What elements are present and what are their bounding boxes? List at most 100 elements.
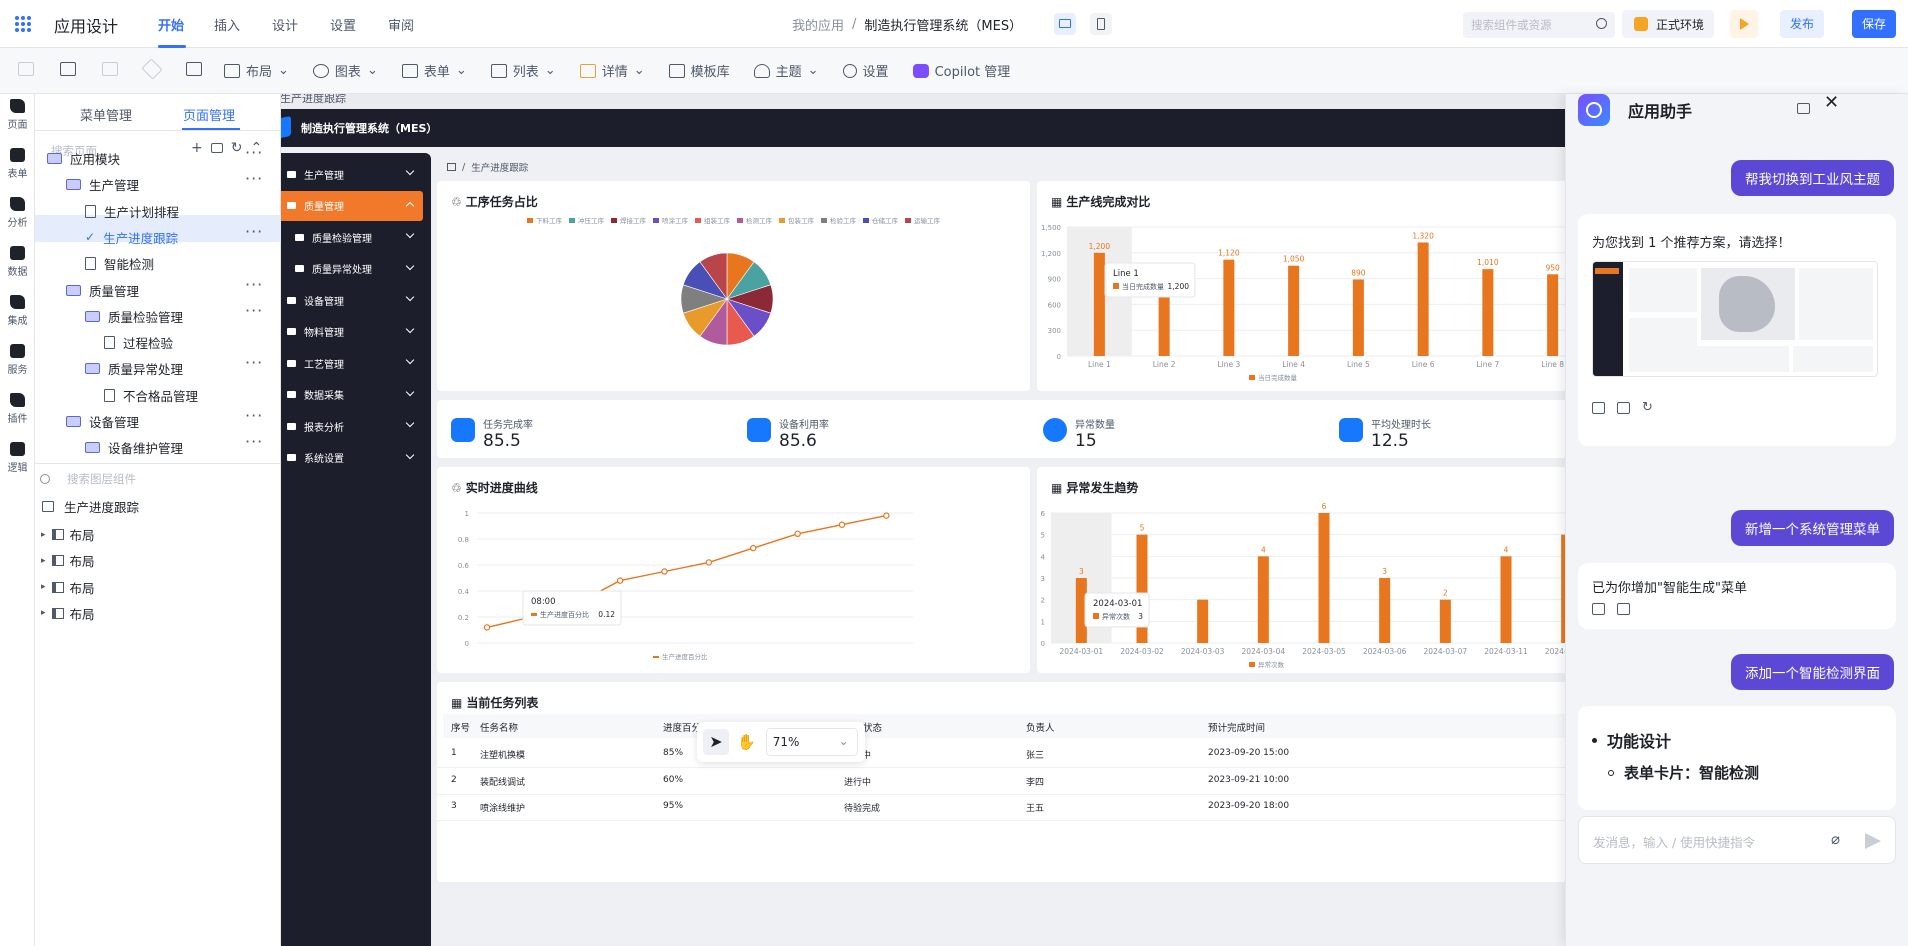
- toolbar-theme[interactable]: 主题 ⌄: [753, 61, 819, 80]
- tree-item[interactable]: ✓ 生产进度跟踪: [85, 228, 178, 247]
- copy-icon[interactable]: [18, 62, 34, 76]
- rail-item-4[interactable]: 集成: [0, 290, 35, 336]
- tree-item[interactable]: 应用模块: [47, 149, 120, 168]
- toolbar-layout[interactable]: 布局 ⌄: [224, 61, 289, 80]
- data-point[interactable]: [616, 577, 624, 584]
- bar[interactable]: [1439, 599, 1451, 643]
- design-canvas[interactable]: 生产进度跟踪 制造执行管理系统（MES） 生产管理 质量管理 质量检验管理 质量异常处…: [281, 94, 1565, 946]
- tab-start[interactable]: 开始: [158, 19, 185, 34]
- expand-icon[interactable]: ▸: [41, 608, 46, 619]
- bar[interactable]: [1482, 269, 1494, 356]
- line-chart[interactable]: 0 0.2 0.4 0.6 0.8 1 生产进度百分比 08:00 生产进度百分比 0.12: [437, 467, 1030, 673]
- line-compare-card[interactable]: ▦ 生产线完成对比 0 300 600 900 1,200 1,500 1,200 Line 1…: [1037, 181, 1565, 391]
- tree-item[interactable]: 智能检测: [85, 254, 154, 273]
- delete-icon[interactable]: [102, 62, 118, 76]
- thumb-up-icon[interactable]: [1592, 401, 1605, 414]
- pointer-tool-icon[interactable]: ➤: [703, 729, 729, 755]
- collapse-icon[interactable]: ⌃: [250, 140, 263, 156]
- pie-chart[interactable]: 下料工序 冲压工序 焊接工序 喷涂工序 组装工序 检测工序 包装工序 检验工序 仓储工序 运输工序: [437, 181, 1030, 391]
- add-folder-icon[interactable]: [210, 143, 223, 153]
- toolbar-chart[interactable]: 图表 ⌄: [312, 61, 378, 80]
- tree-item[interactable]: 设备管理: [66, 412, 139, 431]
- anomaly-card[interactable]: ▦ 异常发生趋势 0 1 2 3 4 5 6 3 2024-03-01 5 2024-03-02 202…: [1037, 467, 1565, 673]
- bar[interactable]: [1093, 252, 1105, 356]
- bar-chart-anomaly[interactable]: 0 1 2 3 4 5 6 3 2024-03-01 5 2024-03-02 2024-03-03 4…: [1037, 467, 1565, 673]
- tree-item[interactable]: 质量检验管理: [85, 307, 183, 326]
- zoom-select[interactable]: 71% ⌄: [765, 728, 858, 756]
- rail-item-3[interactable]: 数据: [0, 241, 35, 287]
- mes-page[interactable]: 制造执行管理系统（MES） 生产管理 质量管理 质量检验管理 质量异常处理 设备管理 物料…: [281, 109, 1565, 946]
- data-point[interactable]: [705, 559, 713, 566]
- tree-item[interactable]: 设备维护管理: [85, 438, 183, 457]
- regenerate-icon[interactable]: ↻: [1642, 400, 1653, 415]
- tab-design[interactable]: 设计: [272, 19, 299, 34]
- sidenav-item[interactable]: 质量管理: [281, 190, 423, 221]
- app-grid-icon[interactable]: [15, 16, 31, 32]
- bar[interactable]: [1136, 534, 1148, 643]
- layer-item[interactable]: ▸ 布局: [41, 604, 95, 623]
- sidenav-item[interactable]: 工艺管理: [281, 348, 423, 378]
- bar[interactable]: [1561, 534, 1565, 643]
- data-point[interactable]: [883, 512, 890, 519]
- rail-item-1[interactable]: 表单: [0, 143, 35, 189]
- thumb-up-icon[interactable]: [1592, 603, 1605, 615]
- search-input[interactable]: 搜索组件或资源: [1471, 18, 1552, 32]
- bar[interactable]: [1547, 274, 1559, 356]
- data-point[interactable]: [750, 544, 757, 552]
- refresh-icon[interactable]: ↻: [230, 140, 243, 156]
- expand-icon[interactable]: ▸: [41, 529, 46, 540]
- toolbar-copilot[interactable]: Copilot 管理: [912, 61, 1010, 80]
- tab-review[interactable]: 审阅: [388, 19, 415, 34]
- tab-insert[interactable]: 插入: [214, 19, 241, 34]
- tree-item[interactable]: 生产计划排程: [85, 202, 179, 221]
- more-icon[interactable]: ···: [245, 353, 264, 373]
- bar[interactable]: [1500, 556, 1512, 643]
- sidenav-item[interactable]: 质量检验管理: [281, 222, 423, 252]
- rail-item-7[interactable]: 逻辑: [0, 437, 35, 483]
- bar[interactable]: [1158, 270, 1170, 356]
- data-point[interactable]: [838, 521, 846, 528]
- sidenav-item[interactable]: 数据采集: [281, 380, 423, 410]
- more-icon[interactable]: ···: [245, 432, 264, 452]
- breadcrumb-root[interactable]: 我的应用: [792, 19, 845, 34]
- bar[interactable]: [1417, 242, 1429, 356]
- add-page-icon[interactable]: +: [191, 140, 203, 156]
- theme-preview-thumbnail[interactable]: [1592, 261, 1878, 377]
- expand-icon[interactable]: ▸: [41, 555, 46, 566]
- home-icon[interactable]: [447, 163, 456, 171]
- tree-item[interactable]: 质量异常处理: [85, 359, 183, 378]
- bar-chart-lines[interactable]: 0 300 600 900 1,200 1,500 1,200 Line 1 Line 2 1,1…: [1037, 181, 1565, 391]
- eraser-icon[interactable]: [141, 58, 163, 80]
- more-icon[interactable]: ···: [245, 169, 264, 189]
- run-button[interactable]: [1730, 10, 1758, 38]
- progress-card[interactable]: ♲ 实时进度曲线 0 0.2 0.4 0.6 0.8 1 生产进度百分比 08:00 生产进度百分…: [437, 467, 1030, 673]
- layer-search-input[interactable]: 搜索图层组件: [67, 472, 136, 486]
- table-row[interactable]: 3 喷涂线维护 95% 待验完成 王五 2023-09-20 18:00: [437, 795, 1565, 821]
- toolbar-list[interactable]: 列表 ⌄: [490, 61, 556, 80]
- close-icon[interactable]: ✕: [1824, 92, 1840, 113]
- data-point[interactable]: [661, 568, 668, 575]
- env-button[interactable]: 正式环境: [1622, 10, 1714, 38]
- tree-item[interactable]: 过程检验: [104, 333, 173, 352]
- toolbar-form[interactable]: 表单 ⌄: [401, 61, 467, 80]
- toolbar-template[interactable]: 模板库: [668, 61, 730, 80]
- tab-page-management[interactable]: 页面管理: [183, 109, 236, 124]
- pie-card[interactable]: ♲ 工序任务占比 下料工序 冲压工序 焊接工序 喷涂工序 组装工序 检测工序 包装工序 检验工序…: [437, 181, 1030, 391]
- bar[interactable]: [1352, 279, 1364, 356]
- sidenav-item[interactable]: 物料管理: [281, 317, 423, 347]
- sidenav-item[interactable]: 质量异常处理: [281, 254, 423, 284]
- layer-item[interactable]: ▸ 布局: [41, 551, 95, 570]
- bar[interactable]: [1197, 599, 1209, 643]
- history-icon[interactable]: [1797, 103, 1810, 114]
- mobile-preview-icon[interactable]: [1090, 13, 1112, 35]
- bar[interactable]: [1075, 578, 1087, 643]
- sidenav-item[interactable]: 生产管理: [281, 159, 423, 189]
- layer-item[interactable]: ▸ 布局: [41, 525, 95, 544]
- paste-icon[interactable]: [60, 62, 76, 76]
- tree-item[interactable]: 不合格品管理: [104, 386, 198, 405]
- more-icon[interactable]: ···: [245, 274, 264, 294]
- pie-slice[interactable]: [699, 252, 728, 300]
- more-icon[interactable]: ···: [245, 221, 264, 241]
- chat-input[interactable]: 发消息，输入 / 使用快捷指令: [1593, 835, 1756, 850]
